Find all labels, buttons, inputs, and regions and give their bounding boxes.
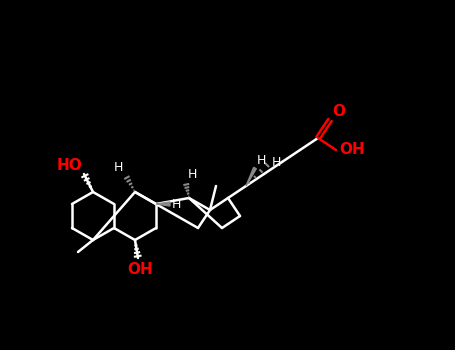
Text: H: H bbox=[172, 197, 182, 210]
Polygon shape bbox=[156, 202, 170, 206]
Text: O: O bbox=[332, 104, 345, 119]
Text: OH: OH bbox=[127, 262, 153, 277]
Text: H: H bbox=[188, 168, 197, 181]
Text: H: H bbox=[257, 154, 266, 167]
Text: HO: HO bbox=[56, 158, 82, 173]
Text: H: H bbox=[272, 155, 281, 168]
Text: OH: OH bbox=[339, 142, 365, 158]
Text: H: H bbox=[114, 161, 123, 174]
Polygon shape bbox=[246, 167, 256, 186]
